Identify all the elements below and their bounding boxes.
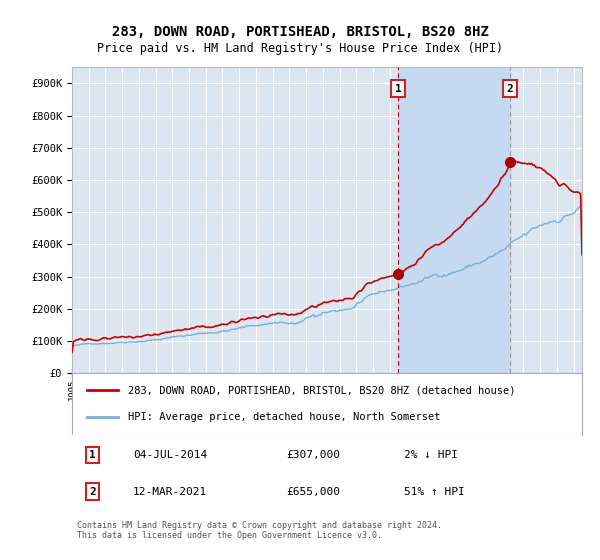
Text: 283, DOWN ROAD, PORTISHEAD, BRISTOL, BS20 8HZ (detached house): 283, DOWN ROAD, PORTISHEAD, BRISTOL, BS2…: [128, 385, 515, 395]
Text: 2: 2: [507, 83, 514, 94]
Bar: [398, 67, 510, 374]
Text: 12-MAR-2021: 12-MAR-2021: [133, 487, 208, 497]
Text: 04-JUL-2014: 04-JUL-2014: [133, 450, 208, 460]
Text: 1: 1: [89, 450, 96, 460]
Text: 51% ↑ HPI: 51% ↑ HPI: [404, 487, 464, 497]
Text: HPI: Average price, detached house, North Somerset: HPI: Average price, detached house, Nort…: [128, 412, 440, 422]
Text: £307,000: £307,000: [286, 450, 340, 460]
Text: 2: 2: [89, 487, 96, 497]
Text: 2% ↓ HPI: 2% ↓ HPI: [404, 450, 458, 460]
Text: Price paid vs. HM Land Registry's House Price Index (HPI): Price paid vs. HM Land Registry's House …: [97, 42, 503, 55]
Text: 283, DOWN ROAD, PORTISHEAD, BRISTOL, BS20 8HZ: 283, DOWN ROAD, PORTISHEAD, BRISTOL, BS2…: [112, 25, 488, 39]
Text: £655,000: £655,000: [286, 487, 340, 497]
Text: Contains HM Land Registry data © Crown copyright and database right 2024.
This d: Contains HM Land Registry data © Crown c…: [77, 521, 442, 540]
Text: 1: 1: [395, 83, 401, 94]
